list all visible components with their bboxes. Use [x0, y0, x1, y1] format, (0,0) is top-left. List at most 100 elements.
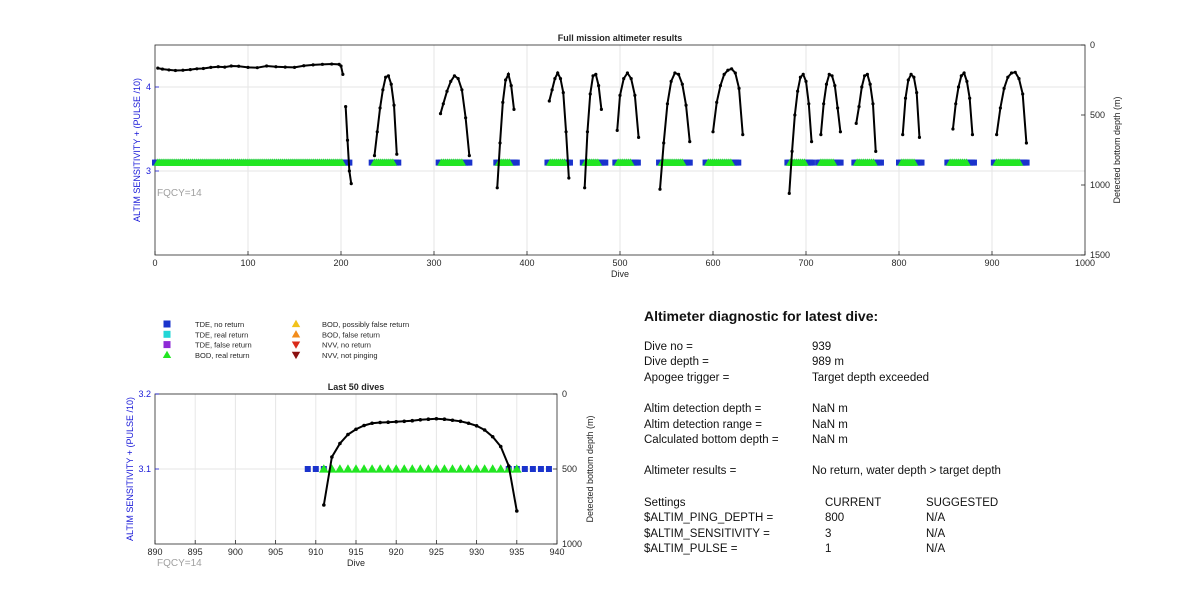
depth-track-point	[160, 67, 165, 71]
setting-suggested: N/A	[926, 512, 946, 524]
bod-real-return-marker	[495, 464, 506, 473]
depth-track-line	[855, 72, 877, 152]
bod-real-return-marker	[367, 464, 377, 473]
depth-track-point	[629, 77, 633, 81]
depth-track-point	[903, 96, 908, 100]
depth-track-point	[874, 149, 878, 153]
depth-track-point	[822, 102, 826, 106]
depth-track-point	[585, 130, 590, 134]
depth-track-point	[915, 91, 919, 95]
tde-no-return-marker	[918, 159, 925, 166]
depth-track-point	[599, 107, 604, 111]
x-tick-label: 0	[152, 258, 157, 268]
depth-track-point	[283, 65, 287, 69]
depth-track-point	[506, 464, 511, 468]
depth-track-point	[951, 127, 955, 131]
x-tick-label: 700	[798, 258, 813, 268]
depth-track-point	[968, 96, 972, 100]
x-tick-label: 800	[891, 258, 906, 268]
bod-real-return-marker	[828, 158, 838, 166]
depth-track-point	[467, 154, 471, 158]
diag-row-label: Apogee trigger =	[644, 372, 730, 384]
depth-track-point	[482, 428, 487, 432]
depth-track-point	[912, 75, 916, 79]
diag-row-label: Dive depth =	[644, 356, 709, 368]
diag-row-label: Calculated bottom depth =	[644, 434, 779, 446]
y-right-tick-label: 1000	[562, 539, 582, 549]
depth-track-point	[381, 88, 385, 92]
bod-real-return-marker	[626, 158, 635, 166]
depth-track-point	[418, 418, 423, 422]
depth-track-point	[389, 82, 393, 86]
top-chart: 0 100 200 300 400 500 600 700 800 900 1000 3 4 0 500 10…	[132, 33, 1122, 279]
diag-row-value: NaN m	[812, 403, 848, 415]
bod-real-return-marker	[726, 158, 736, 166]
depth-track-point	[181, 68, 185, 72]
y-right-tick-label: 500	[562, 464, 577, 474]
legend-label: BOD, possibly false return	[322, 320, 409, 329]
depth-track-point	[658, 187, 662, 191]
bottom-chart: 890 895 900 905 910 915 920 925 930 935 940 3.1 3.2 0…	[125, 382, 595, 569]
depth-track-point	[998, 106, 1002, 110]
depth-track-point	[344, 105, 348, 109]
legend-marker	[291, 341, 301, 349]
setting-current: 3	[825, 528, 832, 540]
depth-track-point	[676, 72, 681, 76]
depth-track-point	[618, 93, 622, 97]
bod-real-return-marker	[375, 464, 385, 473]
tde-no-return-marker	[537, 466, 544, 472]
depth-track-point	[188, 68, 192, 72]
bod-real-return-marker	[335, 464, 345, 473]
depth-track-point	[622, 77, 626, 81]
fqcy-annotation: FQCY=14	[157, 558, 202, 569]
depth-track-point	[830, 74, 834, 78]
depth-track-point	[1006, 75, 1010, 79]
depth-track-point	[737, 86, 741, 90]
depth-track-point	[464, 116, 468, 120]
depth-track-point	[741, 133, 745, 137]
depth-track-point	[274, 65, 278, 69]
depth-track-point	[970, 133, 975, 137]
depth-track-point	[615, 128, 619, 132]
depth-track-point	[556, 71, 560, 75]
x-tick-label: 920	[389, 547, 404, 557]
depth-track-point	[449, 79, 453, 83]
x-tick-label: 900	[228, 547, 243, 557]
depth-track-point	[730, 67, 734, 71]
depth-track-point	[395, 152, 399, 156]
depth-track-point	[901, 133, 905, 137]
depth-track-point	[956, 85, 961, 89]
legend-label: TDE, false return	[195, 341, 252, 350]
depth-track-point	[583, 186, 587, 190]
depth-track-point	[857, 105, 861, 109]
depth-track-point	[718, 84, 723, 88]
legend-label: TDE, real return	[195, 330, 248, 339]
depth-track-point	[209, 65, 213, 69]
depth-track-point	[330, 62, 334, 66]
x-tick-label: 300	[426, 258, 441, 268]
bod-real-return-marker	[487, 464, 498, 473]
y-right-tick-label: 0	[562, 389, 567, 399]
depth-track-point	[345, 138, 350, 142]
depth-track-point	[793, 113, 797, 117]
depth-track-point	[965, 79, 969, 83]
depth-track-point	[456, 77, 460, 81]
y-right-axis-label: Detected bottom depth (m)	[1112, 96, 1122, 203]
depth-track-point	[167, 68, 171, 72]
depth-track-point	[637, 135, 641, 139]
tde-no-return-marker	[808, 159, 815, 166]
depth-track-point	[322, 503, 326, 507]
depth-track-point	[715, 100, 719, 104]
depth-track-point	[512, 107, 516, 111]
depth-track-point	[156, 66, 160, 70]
tde-no-return-marker	[566, 159, 573, 166]
depth-track-point	[625, 71, 630, 75]
depth-track-point	[547, 99, 551, 103]
depth-track-point	[504, 78, 508, 82]
bod-real-return-marker	[423, 464, 434, 473]
depth-track-point	[339, 64, 343, 68]
bod-real-return-marker	[512, 464, 522, 473]
bottom-series	[304, 416, 552, 513]
bod-real-return-marker	[909, 158, 919, 166]
legend-marker	[291, 319, 301, 328]
